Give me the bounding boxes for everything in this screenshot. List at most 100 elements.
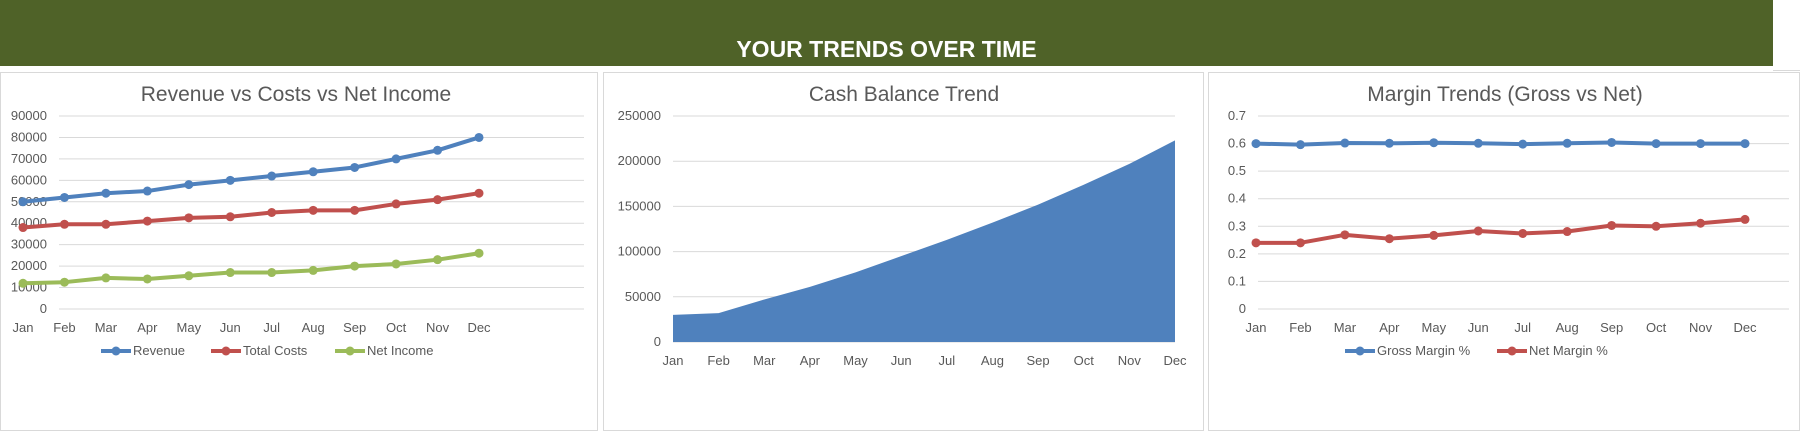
x-tick-label: Jun	[220, 320, 241, 335]
legend-label: Total Costs	[243, 343, 308, 358]
series-line	[22, 135, 480, 204]
series-line	[1255, 140, 1745, 147]
x-tick-label: Jan	[1246, 320, 1267, 335]
data-point	[142, 186, 152, 196]
data-point	[1740, 139, 1750, 149]
series-line	[22, 191, 480, 230]
y-tick-label: 0.4	[1228, 191, 1246, 206]
data-point	[1562, 138, 1572, 148]
x-tick-label: Nov	[1689, 320, 1713, 335]
data-point	[1696, 218, 1706, 228]
cash-balance-chart: Cash Balance Trend 0 50000 100000 150000 2000…	[618, 83, 1187, 368]
x-tick-label: Sep	[343, 320, 366, 335]
y-tick-label: 150000	[618, 198, 661, 213]
data-point	[474, 132, 484, 142]
data-point	[1518, 139, 1528, 149]
data-point	[350, 205, 360, 215]
x-tick-label: Jul	[263, 320, 280, 335]
data-point	[1384, 138, 1394, 148]
y-tick-label: 200000	[618, 153, 661, 168]
chart-title: Cash Balance Trend	[809, 83, 999, 106]
data-point	[308, 205, 318, 215]
y-tick-label: 70000	[11, 151, 47, 166]
data-point	[433, 195, 443, 205]
data-point	[1429, 230, 1439, 240]
legend-label: Revenue	[133, 343, 185, 358]
y-tick-label: 0	[1239, 301, 1246, 316]
x-tick-label: Apr	[800, 353, 821, 368]
y-tick-label: 20000	[11, 258, 47, 273]
data-point	[1295, 140, 1305, 150]
data-point	[1295, 238, 1305, 248]
data-point	[1251, 139, 1261, 149]
data-point	[101, 219, 111, 229]
x-tick-label: Oct	[1646, 320, 1667, 335]
x-tick-label: Jul	[939, 353, 956, 368]
data-point	[184, 271, 194, 281]
data-point	[350, 261, 360, 271]
x-tick-label: Nov	[1118, 353, 1142, 368]
legend-label: Gross Margin %	[1377, 343, 1471, 358]
x-tick-label: Sep	[1600, 320, 1623, 335]
revenue-chart: Revenue vs Costs vs Net Income0100002000…	[11, 83, 584, 358]
data-point	[101, 188, 111, 198]
data-point	[59, 277, 69, 287]
data-point	[267, 208, 277, 217]
data-point	[308, 167, 318, 177]
x-tick-label: Aug	[1556, 320, 1579, 335]
y-tick-label: 100000	[618, 244, 661, 259]
y-tick-label: 0.7	[1228, 108, 1246, 123]
legend-marker	[221, 346, 231, 356]
data-point	[391, 154, 401, 164]
y-tick-label: 0.3	[1228, 218, 1246, 233]
x-tick-label: Aug	[302, 320, 325, 335]
y-tick-label: 80000	[11, 129, 47, 144]
data-point	[1473, 226, 1483, 236]
data-point	[225, 268, 235, 278]
x-tick-label: Jun	[1468, 320, 1489, 335]
data-point	[1340, 138, 1350, 148]
x-tick-label: Mar	[95, 320, 118, 335]
x-tick-label: Feb	[707, 353, 729, 368]
margin-chart-panel: Margin Trends (Gross vs Net) 0 0.1 0.2 0.3 0.…	[1208, 72, 1800, 431]
cash-area	[673, 140, 1175, 342]
x-tick-label: Feb	[53, 320, 75, 335]
data-point	[267, 171, 277, 181]
y-tick-label: 250000	[618, 108, 661, 123]
data-point	[184, 213, 194, 223]
x-tick-label: Sep	[1027, 353, 1050, 368]
x-tick-label: Oct	[386, 320, 407, 335]
chart-title: Revenue vs Costs vs Net Income	[141, 83, 451, 106]
chart-title: Margin Trends (Gross vs Net)	[1367, 83, 1642, 106]
data-point	[1696, 139, 1706, 149]
x-tick-label: Jul	[1514, 320, 1531, 335]
data-point	[101, 273, 111, 283]
x-tick-label: May	[1422, 320, 1447, 335]
y-tick-label: 50000	[625, 289, 661, 304]
y-tick-label: 0.1	[1228, 273, 1246, 288]
x-tick-label: Jan	[663, 353, 684, 368]
data-point	[225, 212, 235, 222]
y-tick-label: 0.5	[1228, 163, 1246, 178]
legend-marker	[111, 346, 121, 356]
legend-marker	[1355, 346, 1365, 356]
data-point	[142, 274, 152, 284]
series-line	[1256, 217, 1746, 245]
legend-label: Net Income	[367, 343, 433, 358]
revenue-chart-panel: Revenue vs Costs vs Net Income 0 10000 2000…	[0, 72, 598, 431]
data-point	[1251, 238, 1261, 248]
y-tick-label: 0.2	[1228, 246, 1246, 261]
data-point	[18, 197, 28, 207]
margin-chart: Margin Trends (Gross vs Net) 0 0.1 0.2 0.3 0.…	[1228, 83, 1789, 358]
data-point	[1651, 221, 1661, 231]
x-tick-label: Dec	[1733, 320, 1757, 335]
data-point	[225, 175, 235, 185]
legend-label: Net Margin %	[1529, 343, 1608, 358]
x-tick-label: Jan	[13, 320, 34, 335]
y-tick-label: 0.6	[1228, 136, 1246, 151]
x-tick-label: Jun	[891, 353, 912, 368]
y-tick-label: 0	[40, 301, 47, 316]
x-tick-label: Feb	[1289, 320, 1311, 335]
y-tick-label: 30000	[11, 237, 47, 252]
page-title: YOUR TRENDS OVER TIME	[736, 36, 1037, 62]
